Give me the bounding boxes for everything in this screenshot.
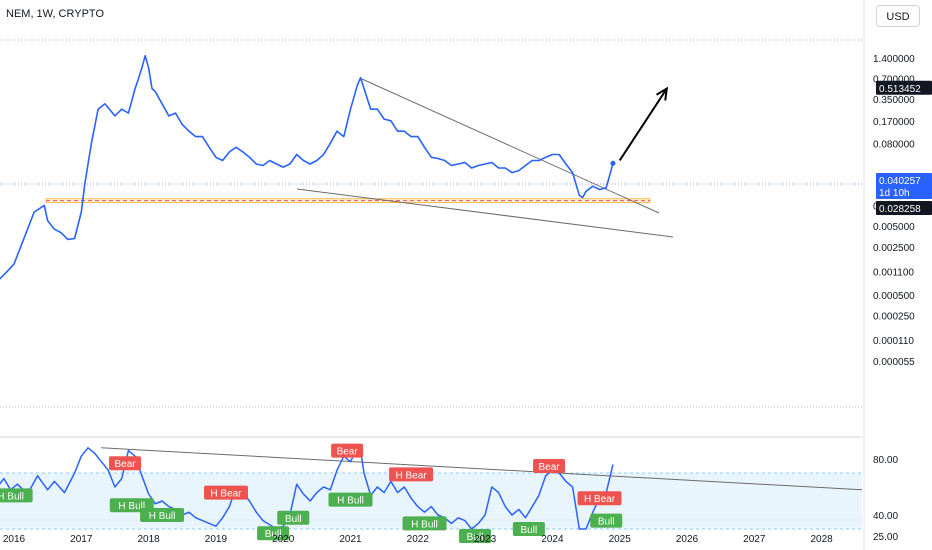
- bull-divergence-label: H Bull: [0, 488, 33, 502]
- projection-arrow-shaft: [618, 88, 668, 162]
- bear-divergence-label: H Bear: [577, 491, 622, 506]
- divergence-label-text: H Bull: [337, 496, 364, 507]
- divergence-label-bg: [590, 513, 623, 528]
- x-tick-label: 2024: [541, 534, 564, 545]
- current-price-tag-bg: [876, 173, 932, 199]
- bear-divergence-label: H Bear: [389, 467, 434, 482]
- rsi-line: [0, 447, 614, 530]
- divergence-label-text: Bear: [337, 447, 359, 458]
- divergence-label-bg: [277, 510, 310, 525]
- divergence-label-text: Bull: [598, 517, 615, 528]
- divergence-label-text: H Bull: [0, 491, 24, 502]
- bull-divergence-label: Bull: [277, 510, 310, 525]
- y-tick-label: 0.170000: [873, 117, 915, 128]
- x-tick-label: 2022: [407, 534, 430, 545]
- y-tick-label: 0.000250: [873, 312, 915, 323]
- divergence-label-text: H Bull: [149, 511, 176, 522]
- y-tick-label: 0.000055: [873, 357, 915, 368]
- divergence-label-bg: [203, 485, 248, 500]
- x-tick-label: 2025: [609, 534, 632, 545]
- x-tick-label: 2018: [137, 534, 160, 545]
- divergence-label-bg: [257, 526, 290, 541]
- lower-trendline: [296, 188, 674, 238]
- current-price-value: 0.040257: [879, 176, 921, 187]
- y-tick-label: 1.400000: [873, 54, 915, 65]
- rsi-tick-label: 40.00: [873, 511, 898, 522]
- divergence-label-bg: [109, 456, 142, 471]
- target-price-tag-bg: [876, 80, 932, 95]
- currency-button[interactable]: USD: [876, 5, 920, 27]
- x-tick-label: 2016: [3, 534, 26, 545]
- projection-arrow-head: [656, 86, 669, 101]
- x-tick-label: 2023: [474, 534, 497, 545]
- x-tick-label: 2019: [205, 534, 228, 545]
- rsi-tick-label: 25.00: [873, 532, 898, 543]
- target-price-tag: 0.513452: [876, 80, 932, 95]
- x-tick-label: 2026: [676, 534, 699, 545]
- divergence-label-bg: [0, 488, 33, 503]
- divergence-label-text: H Bull: [411, 519, 438, 530]
- bull-divergence-label: H Bull: [328, 492, 373, 507]
- divergence-label-text: Bull: [521, 525, 538, 536]
- y-tick-label: 0.350000: [873, 95, 915, 106]
- last-price-dot: [610, 160, 616, 166]
- x-tick-label: 2028: [810, 534, 833, 545]
- bull-divergence-label: Bull: [459, 529, 492, 543]
- bull-divergence-label: H Bull: [140, 508, 185, 522]
- bull-divergence-label: Bull: [512, 522, 545, 536]
- y-tick-label: 0.000110: [873, 336, 914, 347]
- bear-divergence-label: Bear: [331, 443, 364, 458]
- x-tick-label: 2017: [70, 534, 93, 545]
- support-price-tag: 0.028258: [876, 201, 932, 215]
- y-tick-label: 0.002500: [873, 243, 915, 254]
- divergence-label-text: Bear: [538, 462, 560, 473]
- x-tick-label: 2021: [339, 534, 362, 545]
- divergence-label-bg: [512, 522, 545, 536]
- divergence-label-text: Bear: [114, 459, 136, 470]
- divergence-label-bg: [389, 467, 434, 482]
- divergence-label-bg: [402, 516, 447, 531]
- divergence-label-text: Bull: [467, 532, 484, 543]
- divergence-label-bg: [331, 443, 364, 458]
- divergence-label-bg: [533, 459, 566, 473]
- rsi-trendline: [100, 447, 863, 491]
- divergence-label-text: H Bear: [210, 489, 242, 500]
- y-tick-label: 0.005000: [873, 222, 915, 233]
- y-tick-label: 0.700000: [873, 75, 915, 86]
- bull-divergence-label: Bull: [257, 526, 290, 541]
- price-line: [0, 54, 614, 280]
- y-tick-label: 0.000500: [873, 291, 915, 302]
- divergence-label-text: Bull: [265, 529, 282, 540]
- divergence-label-text: H Bear: [584, 494, 616, 505]
- y-tick-label: 0.080000: [873, 139, 915, 150]
- upper-trendline: [361, 78, 660, 214]
- countdown-text: 1d 10h: [879, 188, 910, 199]
- divergence-label-text: H Bull: [118, 501, 145, 512]
- rsi-tick-label: 80.00: [873, 455, 898, 466]
- divergence-label-bg: [577, 491, 622, 506]
- symbol-label: NEM, 1W, CRYPTO: [6, 8, 105, 20]
- bear-divergence-label: Bear: [533, 459, 566, 473]
- x-tick-label: 2027: [743, 534, 766, 545]
- x-tick-label: 2020: [272, 534, 295, 545]
- divergence-label-bg: [459, 529, 492, 543]
- bear-divergence-label: Bear: [109, 456, 142, 471]
- support-price-tag-text: 0.028258: [879, 204, 921, 215]
- divergence-label-bg: [328, 492, 373, 507]
- support-price-tag-bg: [876, 201, 932, 215]
- target-price-tag-text: 0.513452: [879, 84, 921, 95]
- divergence-label-text: H Bear: [396, 470, 428, 481]
- bull-divergence-label: Bull: [590, 513, 623, 528]
- bull-divergence-label: H Bull: [402, 516, 447, 531]
- divergence-label-bg: [140, 508, 185, 522]
- divergence-label-text: Bull: [285, 514, 302, 525]
- y-tick-label: 0.001100: [873, 267, 914, 278]
- bear-divergence-label: H Bear: [203, 485, 248, 500]
